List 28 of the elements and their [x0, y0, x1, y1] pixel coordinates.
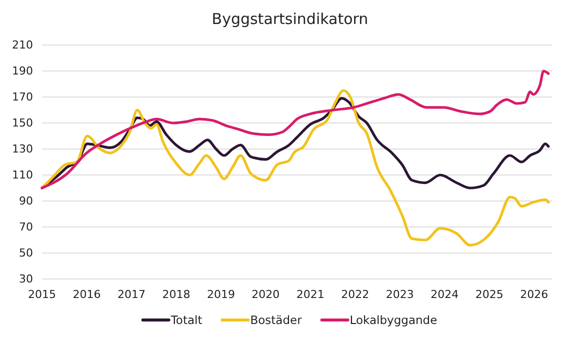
legend-label: Bostäder: [250, 313, 302, 327]
x-tick-label: 2025: [475, 288, 504, 301]
y-tick-label: 110: [12, 168, 33, 182]
x-tick-label: 2021: [296, 288, 324, 301]
x-tick-label: 2017: [117, 288, 146, 301]
x-tick-label: 2016: [72, 288, 101, 301]
x-tick-label: 2015: [28, 288, 56, 301]
x-tick-label: 2022: [341, 288, 370, 301]
x-tick-label: 2018: [162, 288, 190, 301]
legend-label: Totalt: [170, 313, 203, 327]
y-tick-label: 130: [12, 142, 33, 156]
y-tick-label: 150: [12, 116, 33, 130]
legend-label: Lokalbyggande: [350, 313, 438, 327]
y-tick-label: 170: [12, 90, 33, 104]
line-series: [40, 89, 550, 246]
y-tick-label: 90: [19, 194, 33, 208]
y-tick-label: 190: [12, 64, 33, 78]
x-tick-label: 2026: [520, 288, 548, 301]
x-tick-label: 2024: [430, 288, 459, 301]
y-tick-label: 210: [12, 38, 33, 52]
y-tick-label: 30: [19, 272, 33, 286]
x-tick-label: 2023: [386, 288, 414, 301]
y-tick-label: 50: [19, 246, 33, 260]
y-tick-label: 70: [19, 220, 33, 234]
x-tick-label: 2019: [206, 288, 235, 301]
line-series: [40, 70, 550, 190]
x-tick-label: 2020: [252, 288, 280, 301]
chart-title: Byggstartsindikatorn: [212, 10, 368, 28]
